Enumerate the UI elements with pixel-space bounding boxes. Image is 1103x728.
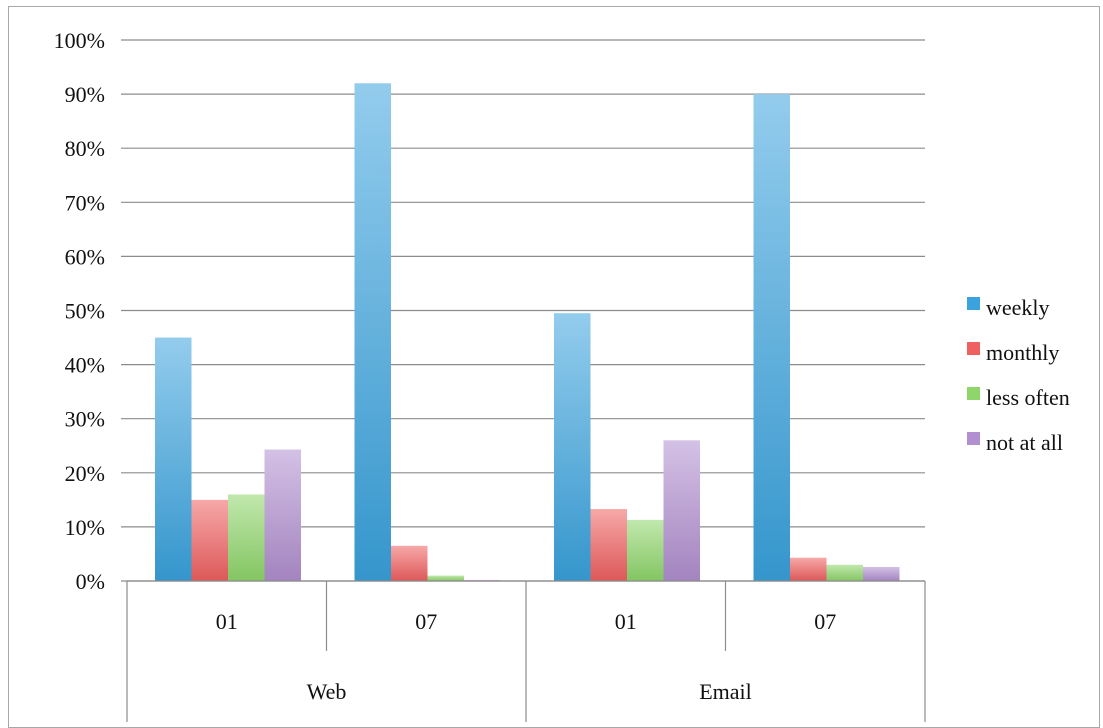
y-tick-label: 100% <box>54 28 105 53</box>
bar-weekly-email-07 <box>753 94 790 581</box>
legend-swatch <box>967 387 980 400</box>
legend-swatch <box>967 297 980 310</box>
x-group-label: Web <box>307 679 347 704</box>
x-axis: 01 07 01 07 Web Email <box>126 580 926 722</box>
y-axis-tick-labels: 0% 10% 20% 30% 40% 50% 60% 70% 80% 90% 100% <box>54 28 105 594</box>
bar-less-often-email-01 <box>627 519 664 581</box>
bar-weekly-web-07 <box>354 83 391 581</box>
bar-less-often-web-07 <box>427 575 464 581</box>
bar-not-at-all-email-01 <box>663 440 700 581</box>
x-category-label: 07 <box>814 609 836 634</box>
y-tick-label: 20% <box>65 461 105 486</box>
bar-monthly-web-07 <box>391 545 428 581</box>
bar-not-at-all-web-01 <box>264 449 301 581</box>
bar-monthly-email-07 <box>790 557 827 581</box>
y-tick-label: 90% <box>65 82 105 107</box>
legend: weekly monthly less often not at all <box>967 295 1070 455</box>
bar-not-at-all-email-07 <box>863 566 900 581</box>
legend-label: weekly <box>986 295 1050 320</box>
bar-weekly-web-01 <box>155 337 192 581</box>
y-tick-label: 60% <box>65 244 105 269</box>
legend-swatch <box>967 432 980 445</box>
legend-label: monthly <box>986 340 1059 365</box>
bar-monthly-email-01 <box>590 509 627 581</box>
y-tick-label: 40% <box>65 353 105 378</box>
y-tick-label: 30% <box>65 407 105 432</box>
y-tick-label: 10% <box>65 515 105 540</box>
bar-weekly-email-01 <box>554 313 591 581</box>
y-tick-label: 0% <box>76 569 105 594</box>
legend-swatch <box>967 342 980 355</box>
bar-less-often-web-01 <box>228 494 265 581</box>
legend-label: less often <box>986 385 1070 410</box>
legend-label: not at all <box>986 430 1063 455</box>
x-group-label: Email <box>699 679 752 704</box>
y-tick-label: 80% <box>65 136 105 161</box>
bar-less-often-email-07 <box>826 564 863 581</box>
x-category-label: 01 <box>615 609 637 634</box>
x-category-label: 01 <box>216 609 238 634</box>
x-category-label: 07 <box>415 609 437 634</box>
bars <box>155 83 900 581</box>
y-tick-label: 70% <box>65 190 105 215</box>
bar-monthly-web-01 <box>191 499 228 581</box>
y-tick-label: 50% <box>65 299 105 324</box>
